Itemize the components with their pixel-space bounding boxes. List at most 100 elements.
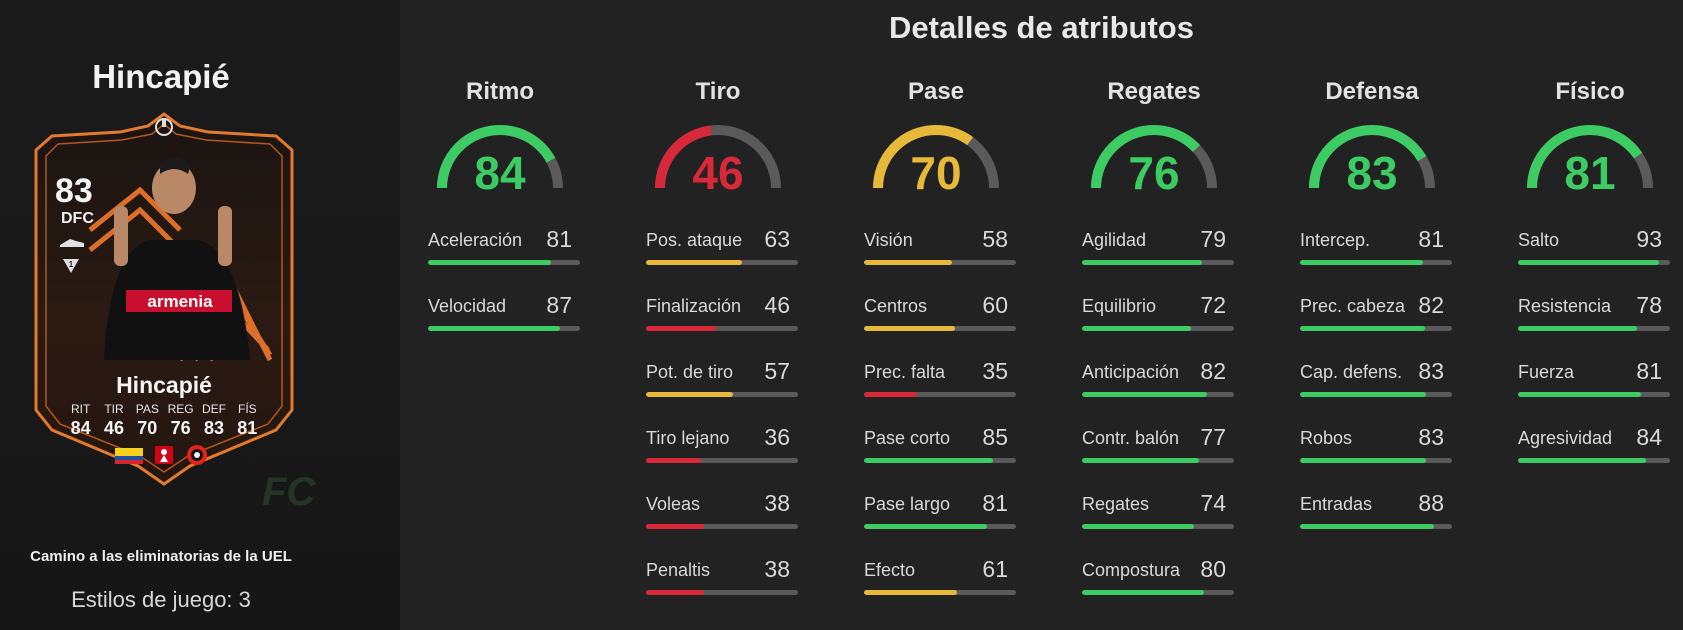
attribute-value: 63: [764, 226, 790, 252]
attribute-name: Robos: [1300, 428, 1353, 448]
gauge-fill: [873, 125, 999, 189]
card-stat-label: TIR: [104, 402, 124, 416]
category-gauge: 76: [1074, 116, 1234, 206]
attribute-row[interactable]: Centros 60: [864, 292, 1016, 358]
attribute-row[interactable]: Resistencia 78: [1518, 292, 1670, 358]
attribute-bar-fill: [1300, 326, 1425, 331]
attribute-row[interactable]: Anticipación 82: [1082, 358, 1234, 424]
attribute-bar-fill: [1518, 260, 1660, 265]
card-stat-value: 83: [203, 418, 224, 438]
attribute-value: 72: [1200, 292, 1226, 318]
attribute-bar-track: [864, 326, 1016, 331]
attribute-bar-fill: [428, 260, 552, 265]
category-gauge: 81: [1510, 116, 1670, 206]
attribute-bar-fill: [864, 260, 953, 265]
attribute-bar-track: [1082, 524, 1234, 529]
attribute-name: Agresividad: [1518, 428, 1613, 448]
attribute-row[interactable]: Pase corto 85: [864, 424, 1016, 490]
attribute-row[interactable]: Visión 58: [864, 226, 1016, 292]
attribute-bar-fill: [646, 458, 701, 463]
attribute-bar-fill: [864, 590, 957, 595]
attribute-name: Tiro lejano: [646, 428, 730, 448]
attribute-bar-fill: [864, 392, 918, 397]
attribute-name: Pos. ataque: [646, 230, 743, 250]
attribute-row[interactable]: Compostura 80: [1082, 556, 1234, 622]
attribute-name: Cap. defens.: [1300, 362, 1403, 382]
gauge-fill: [1091, 125, 1217, 189]
attribute-row[interactable]: Fuerza 81: [1518, 358, 1670, 424]
attribute-row[interactable]: Equilibrio 72: [1082, 292, 1234, 358]
attribute-name: Entradas: [1300, 494, 1373, 514]
gauge-fill: [437, 125, 563, 189]
card-stat-value: 76: [170, 418, 191, 438]
attribute-row[interactable]: Cap. defens. 83: [1300, 358, 1452, 424]
attribute-bar-fill: [1082, 458, 1200, 463]
attributes-panel: Detalles de atributos Ritmo 84 Aceleración…: [400, 0, 1683, 630]
attribute-row[interactable]: Intercep. 81: [1300, 226, 1452, 292]
attribute-bar-track: [646, 326, 798, 331]
attribute-bar-track: [1300, 260, 1452, 265]
card-rating: 83: [55, 172, 93, 210]
card-stat-value: 46: [103, 418, 124, 438]
attribute-column-físico: Físico 81: [1510, 78, 1670, 206]
attribute-value: 78: [1636, 292, 1662, 318]
attribute-row[interactable]: Pot. de tiro 57: [646, 358, 798, 424]
card-stat-label: RIT: [70, 402, 91, 416]
attribute-value: 38: [764, 490, 790, 516]
attribute-name: Voleas: [646, 494, 701, 514]
attribute-row[interactable]: Agresividad 84: [1518, 424, 1670, 490]
player-panel: Hincapié: [0, 0, 400, 630]
attribute-column-tiro: Tiro 46: [638, 78, 798, 206]
attribute-row[interactable]: Robos 83: [1300, 424, 1452, 490]
attribute-row[interactable]: Finalización 46: [646, 292, 798, 358]
uel-logo-icon: [155, 118, 173, 136]
card-position: DFC: [61, 210, 94, 227]
card-stat-label: DEF: [201, 402, 226, 416]
attribute-row[interactable]: Penaltis 38: [646, 556, 798, 622]
attribute-row[interactable]: Regates 74: [1082, 490, 1234, 556]
category-name: Físico: [1555, 78, 1625, 105]
attribute-bar-fill: [646, 260, 742, 265]
attribute-row[interactable]: Aceleración 81: [428, 226, 580, 292]
card-frame: armenia: [34, 112, 294, 486]
attribute-bar-track: [428, 260, 580, 265]
attribute-name: Regates: [1082, 494, 1150, 514]
attribute-bar-track: [1518, 260, 1670, 265]
player-card[interactable]: armenia 83 DFC 1 Hincapié RIT 84 TIR 46 PA…: [30, 110, 298, 488]
attribute-name: Penaltis: [646, 560, 711, 580]
attribute-value: 61: [982, 556, 1008, 582]
attribute-row[interactable]: Salto 93: [1518, 226, 1670, 292]
attribute-name: Pot. de tiro: [646, 362, 734, 382]
card-stat: RIT 84: [64, 402, 97, 439]
attribute-row[interactable]: Prec. cabeza 82: [1300, 292, 1452, 358]
attribute-bar-fill: [646, 326, 716, 331]
attribute-bar-fill: [646, 590, 704, 595]
category-name: Pase: [907, 78, 965, 105]
attribute-bar-track: [646, 458, 798, 463]
attribute-row[interactable]: Pos. ataque 63: [646, 226, 798, 292]
attribute-row[interactable]: Pase largo 81: [864, 490, 1016, 556]
card-stat-label: FÍS: [237, 402, 257, 416]
attribute-value: 82: [1418, 292, 1444, 318]
attribute-name: Intercep.: [1300, 230, 1371, 250]
attribute-bar-track: [646, 524, 798, 529]
attribute-value: 81: [1636, 358, 1662, 384]
attribute-row[interactable]: Prec. falta 35: [864, 358, 1016, 424]
attribute-bar-track: [1082, 326, 1234, 331]
attribute-row[interactable]: Efecto 61: [864, 556, 1016, 622]
attribute-name: Visión: [864, 230, 913, 250]
attribute-row[interactable]: Voleas 38: [646, 490, 798, 556]
attribute-bar-fill: [646, 524, 704, 529]
attribute-row[interactable]: Entradas 88: [1300, 490, 1452, 556]
attribute-column-pase: Pase 70: [856, 78, 1016, 206]
attribute-name: Equilibrio: [1082, 296, 1157, 316]
playstyles-count[interactable]: Estilos de juego: 3: [71, 587, 251, 612]
category-value: 81: [1564, 147, 1616, 199]
attribute-row[interactable]: Contr. balón 77: [1082, 424, 1234, 490]
attribute-value: 85: [982, 424, 1008, 450]
attribute-row[interactable]: Agilidad 79: [1082, 226, 1234, 292]
attribute-name: Agilidad: [1082, 230, 1147, 250]
attribute-row[interactable]: Tiro lejano 36: [646, 424, 798, 490]
attribute-row[interactable]: Velocidad 87: [428, 292, 580, 358]
attribute-value: 80: [1200, 556, 1226, 582]
